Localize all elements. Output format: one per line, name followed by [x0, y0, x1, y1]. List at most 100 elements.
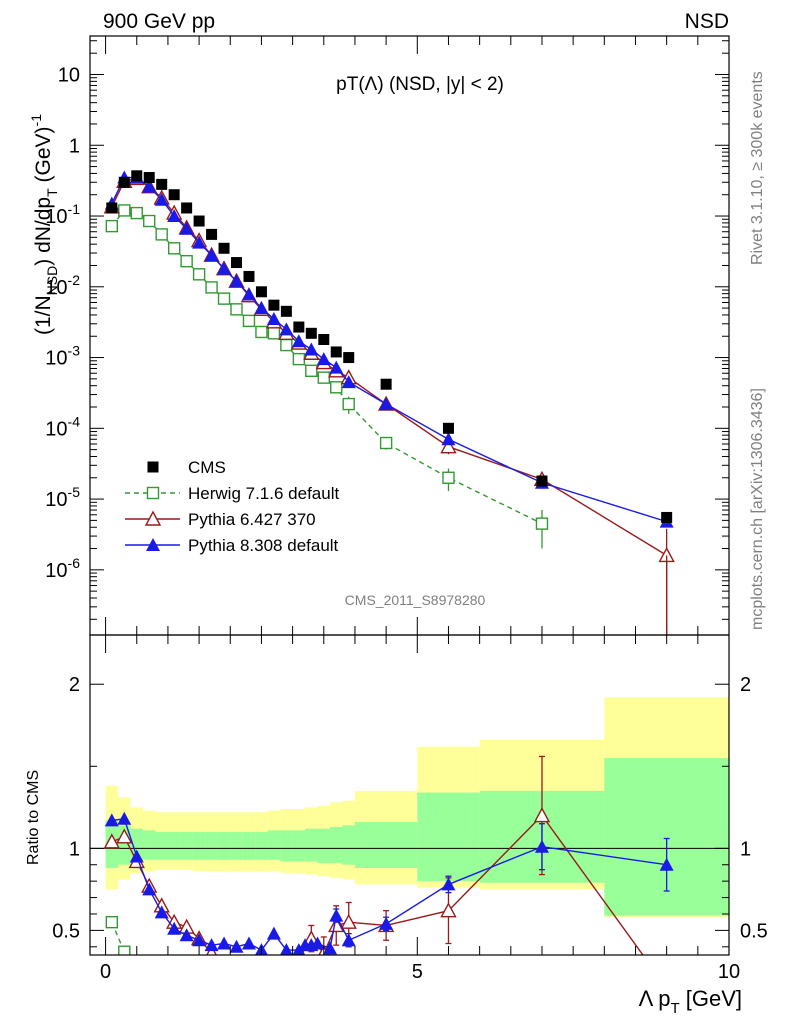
main-point: [316, 352, 331, 366]
ratio-point: [229, 939, 244, 953]
ratio-point: [103, 833, 120, 849]
main-point: [440, 438, 457, 454]
ratio-inner-band: [417, 792, 480, 882]
ratio-y-tick-label: 1: [69, 838, 80, 860]
main-point: [318, 333, 330, 345]
main-point: [291, 334, 306, 348]
ratio-inner-band: [230, 831, 243, 860]
main-point: [442, 422, 454, 434]
main-point: [243, 270, 255, 282]
main-point: [317, 371, 330, 384]
main-point: [205, 281, 218, 294]
ratio-point: [142, 882, 157, 896]
main-point: [218, 242, 230, 254]
ratio-inner-band: [330, 827, 343, 864]
main-point: [118, 176, 130, 188]
main-point: [106, 202, 118, 214]
ratio-point: [279, 943, 293, 955]
legend-label: Pythia 8.308 default: [188, 536, 339, 555]
main-point: [442, 471, 455, 484]
ratio-point: [328, 916, 345, 933]
main-point: [330, 381, 343, 394]
ratio-series-2: [104, 811, 674, 955]
main-series: [103, 169, 675, 635]
main-series-0: [106, 170, 673, 523]
main-y-tick-label: 10-5: [45, 484, 80, 511]
legend-marker: [144, 510, 162, 526]
main-point: [231, 257, 243, 269]
main-point: [343, 352, 355, 364]
legend-marker: [147, 461, 159, 473]
ratio-point: [440, 902, 457, 918]
legend-label: CMS: [188, 458, 226, 477]
main-point: [193, 215, 205, 227]
ratio-inner-band: [292, 830, 306, 862]
main-point: [156, 178, 168, 190]
ratio-inner-band: [342, 825, 355, 865]
main-point: [380, 378, 392, 390]
main-point: [535, 517, 549, 530]
legend: CMS Herwig 7.1.6 default Pythia 6.427 370 P…: [125, 458, 339, 555]
main-y-tick-label: 10-1: [45, 201, 80, 228]
main-point: [305, 364, 318, 377]
main-point: [142, 179, 157, 193]
ratio-point: [241, 936, 256, 950]
legend-marker: [146, 486, 160, 500]
main-point: [206, 228, 218, 240]
ratio-point: [179, 928, 194, 942]
ratio-series-0: [105, 915, 131, 955]
header-left: 900 GeV pp: [103, 10, 215, 33]
ratio-inner-band: [242, 831, 256, 860]
main-point: [143, 214, 156, 228]
main-point: [254, 301, 269, 315]
main-point: [293, 321, 305, 333]
ratio-y-tick-label: 0.5: [52, 920, 80, 942]
main-point: [379, 397, 394, 411]
main-point: [229, 274, 244, 288]
legend-marker: [146, 538, 160, 551]
main-series-1: [105, 204, 549, 549]
main-point: [230, 303, 243, 316]
main-ylabel: (1/NNSD) dN/dpT (GeV)-1: [28, 114, 60, 335]
main-point: [292, 352, 306, 366]
main-point: [330, 346, 342, 358]
ratio-point: [154, 905, 169, 919]
ratio-y-tick-label: 2: [69, 674, 80, 696]
main-ticks: 10 1 10-1 10-2 10-3 10-4 10-5 10-6: [45, 36, 730, 635]
ratio-y-tick-label-right: 0.5: [740, 920, 768, 942]
ratio-point: [340, 913, 357, 929]
main-point: [267, 327, 281, 340]
main-point: [155, 228, 168, 241]
main-point: [242, 314, 256, 328]
ratio-point: [329, 908, 344, 922]
ratio-point: [659, 857, 674, 871]
ratio-inner-band: [267, 830, 281, 860]
legend-entry-1: Herwig 7.1.6 default: [125, 484, 339, 503]
ratio-series-line: [111, 921, 127, 955]
ratio-inner-band: [305, 828, 318, 862]
main-point: [143, 172, 155, 184]
main-point: [379, 436, 393, 450]
main-point: [536, 475, 548, 487]
main-point: [329, 360, 344, 374]
ratio-inner-band: [317, 828, 331, 864]
ratio-inner-band: [155, 831, 168, 860]
main-point: [342, 397, 355, 411]
x-tick-label: 10: [718, 961, 740, 983]
ratio-point: [118, 945, 131, 955]
main-point: [130, 206, 143, 220]
ratio-point: [116, 828, 133, 844]
main-point: [255, 286, 267, 298]
main-point: [217, 261, 232, 275]
main-point: [181, 202, 193, 214]
ratio-inner-band: [217, 831, 231, 860]
ratio-inner-band: [130, 828, 143, 862]
x-tick-label: 5: [412, 961, 423, 983]
main-point: [241, 287, 256, 301]
main-point: [280, 305, 292, 317]
ratio-inner-band: [167, 831, 181, 860]
ratio-inner-band: [604, 758, 729, 916]
ratio-point: [167, 921, 182, 935]
main-point: [266, 312, 281, 326]
mcplots-label: mcplots.cern.ch [arXiv:1306.3436]: [749, 388, 766, 630]
